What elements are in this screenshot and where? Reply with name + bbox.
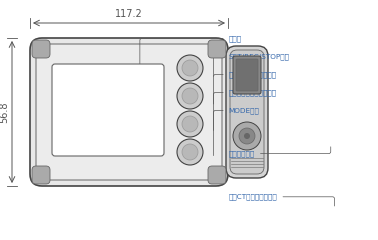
- Circle shape: [177, 111, 203, 137]
- Circle shape: [182, 60, 198, 76]
- Text: 専用CT部接続コネクタ: 専用CT部接続コネクタ: [229, 193, 335, 206]
- FancyBboxPatch shape: [230, 50, 264, 174]
- Circle shape: [244, 133, 250, 139]
- Circle shape: [182, 88, 198, 104]
- Text: 項目選択キー（上方向）: 項目選択キー（上方向）: [214, 89, 277, 130]
- FancyBboxPatch shape: [208, 40, 226, 58]
- Circle shape: [182, 144, 198, 160]
- FancyBboxPatch shape: [32, 166, 50, 184]
- FancyBboxPatch shape: [36, 44, 222, 180]
- FancyBboxPatch shape: [32, 40, 50, 58]
- FancyBboxPatch shape: [30, 38, 228, 186]
- FancyBboxPatch shape: [226, 46, 268, 178]
- Text: 項目選択キー（下方向）: 項目選択キー（下方向）: [214, 71, 277, 104]
- Text: MODEキー: MODEキー: [214, 107, 260, 156]
- Text: 56.8: 56.8: [0, 101, 9, 123]
- FancyBboxPatch shape: [52, 64, 164, 156]
- Text: 117.2: 117.2: [115, 9, 143, 19]
- Text: 電源入力端子: 電源入力端子: [229, 147, 331, 157]
- Text: 表示部: 表示部: [140, 35, 242, 93]
- Text: SET/REC/STOPキー: SET/REC/STOPキー: [214, 53, 290, 76]
- Circle shape: [182, 116, 198, 132]
- Circle shape: [177, 55, 203, 81]
- Circle shape: [177, 83, 203, 109]
- Circle shape: [233, 122, 261, 150]
- FancyBboxPatch shape: [208, 166, 226, 184]
- Circle shape: [239, 128, 255, 144]
- Circle shape: [177, 139, 203, 165]
- FancyBboxPatch shape: [233, 56, 261, 94]
- FancyBboxPatch shape: [236, 59, 258, 91]
